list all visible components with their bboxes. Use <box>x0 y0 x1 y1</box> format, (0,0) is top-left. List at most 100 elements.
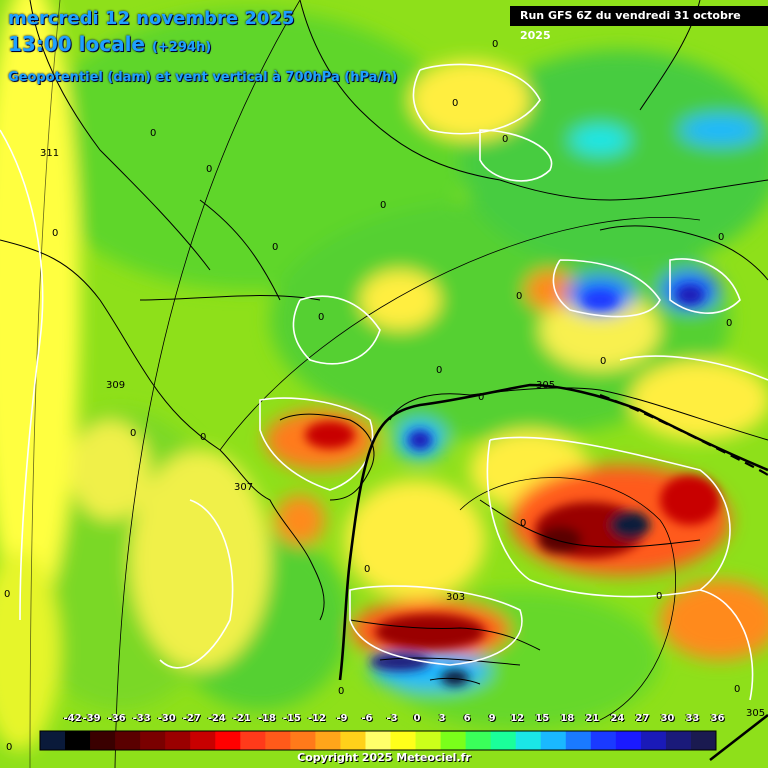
zero-label: 0 <box>520 518 526 529</box>
zero-label: 0 <box>380 200 386 211</box>
legend-tick-label: 12 <box>510 713 525 724</box>
legend-tick-label: 15 <box>535 713 550 724</box>
legend-tick-label: -6 <box>361 713 373 724</box>
coastlines <box>0 0 768 685</box>
legend-tick-label: -12 <box>307 713 326 724</box>
legend-swatch <box>265 731 291 750</box>
zero-label: 0 <box>452 98 458 109</box>
legend-tick-label: 27 <box>635 713 650 724</box>
isoline-label: 303 <box>446 592 465 603</box>
legend-swatch <box>165 731 191 750</box>
legend-tick-label: 30 <box>660 713 675 724</box>
legend-tick-label: -42 <box>63 713 82 724</box>
isoline-label: 307 <box>234 482 253 493</box>
legend-swatch <box>215 731 241 750</box>
isoline-corner <box>709 714 768 761</box>
legend-tick-label: -24 <box>207 713 226 724</box>
legend-swatch <box>140 731 166 750</box>
legend-swatch <box>515 731 542 750</box>
legend-tick-label: 36 <box>710 713 725 724</box>
legend-swatch <box>40 731 66 750</box>
legend-swatch <box>90 731 116 750</box>
legend-tick-label: -27 <box>182 713 201 724</box>
field-title: Geopotentiel (dam) et vent vertical à 70… <box>8 70 398 85</box>
zero-label: 0 <box>52 228 58 239</box>
zero-label: 0 <box>272 242 278 253</box>
isoline-label: 305 <box>536 380 555 391</box>
legend-swatch <box>190 731 216 750</box>
zero-label: 0 <box>206 164 212 175</box>
geopotential-isolines <box>338 383 768 681</box>
zero-label: 0 <box>318 312 324 323</box>
legend-swatch <box>240 731 266 750</box>
legend-swatch <box>565 731 592 750</box>
zero-label: 0 <box>718 232 724 243</box>
zero-label: 0 <box>4 589 10 600</box>
zero-label: 0 <box>516 291 522 302</box>
zero-label: 0 <box>600 356 606 367</box>
zero-label: 0 <box>130 428 136 439</box>
legend-swatch <box>440 731 467 750</box>
legend-swatch <box>665 731 692 750</box>
zero-label: 0 <box>492 39 498 50</box>
lead-time-label: (+294h) <box>151 40 212 55</box>
legend-swatch <box>640 731 667 750</box>
legend-swatch <box>465 731 492 750</box>
zero-label-group: 0 0 0 0 0 0 0 0 0 0 0 0 0 0 0 0 0 0 0 0 … <box>4 39 740 753</box>
isoline-label: 309 <box>106 380 125 391</box>
zero-label: 0 <box>502 134 508 145</box>
legend-swatch <box>540 731 567 750</box>
legend-swatch <box>115 731 141 750</box>
zero-contours <box>0 63 768 701</box>
zero-label: 0 <box>6 742 12 753</box>
legend-swatch <box>415 731 442 750</box>
legend-swatch <box>615 731 642 750</box>
legend-swatch <box>340 731 366 750</box>
legend-tick-label: -18 <box>257 713 276 724</box>
legend-tick-label: -3 <box>386 713 398 724</box>
zero-label: 0 <box>338 686 344 697</box>
time-label: 13:00 locale <box>8 32 145 56</box>
legend-tick-label: 21 <box>585 713 600 724</box>
zero-label: 0 <box>656 591 662 602</box>
legend-swatch <box>315 731 341 750</box>
time-title: 13:00 locale (+294h) <box>8 32 211 56</box>
color-legend <box>39 730 717 751</box>
zero-label: 0 <box>150 128 156 139</box>
zero-label: 0 <box>200 432 206 443</box>
isoline-label-group: 311 309 307 305 303 305 <box>40 148 765 719</box>
zero-label: 0 <box>726 318 732 329</box>
legend-border <box>39 730 717 751</box>
legend-swatch <box>590 731 617 750</box>
legend-swatch <box>365 731 392 750</box>
legend-tick-label: -33 <box>132 713 151 724</box>
zero-label: 0 <box>734 684 740 695</box>
legend-tick-label: -36 <box>107 713 126 724</box>
legend-tick-label: -15 <box>282 713 301 724</box>
legend-tick-label: 0 <box>413 713 421 724</box>
legend-tick-label: -30 <box>157 713 176 724</box>
legend-tick-label: -21 <box>232 713 251 724</box>
run-info-banner: Run GFS 6Z du vendredi 31 octobre 2025 <box>510 6 768 42</box>
vertical-wind-field <box>0 0 768 750</box>
zero-label: 0 <box>364 564 370 575</box>
zero-label: 0 <box>478 392 484 403</box>
legend-swatch <box>65 731 91 750</box>
legend-tick-label: -39 <box>82 713 101 724</box>
copyright-label: Copyright 2025 Meteociel.fr <box>297 751 471 764</box>
legend-tick-label: 6 <box>463 713 471 724</box>
legend-swatch <box>390 731 417 750</box>
legend-swatch <box>490 731 517 750</box>
legend-tick-label: -9 <box>336 713 348 724</box>
graticule <box>29 0 701 768</box>
legend-swatch <box>690 731 717 750</box>
date-title: mercredi 12 novembre 2025 <box>8 8 295 29</box>
isoline-label: 311 <box>40 148 59 159</box>
isoline-label: 305 <box>746 708 765 719</box>
legend-tick-label: 18 <box>560 713 575 724</box>
legend-swatch <box>290 731 316 750</box>
intense-cores <box>305 285 720 686</box>
legend-tick-label: 9 <box>488 713 496 724</box>
legend-tick-label: 33 <box>685 713 700 724</box>
